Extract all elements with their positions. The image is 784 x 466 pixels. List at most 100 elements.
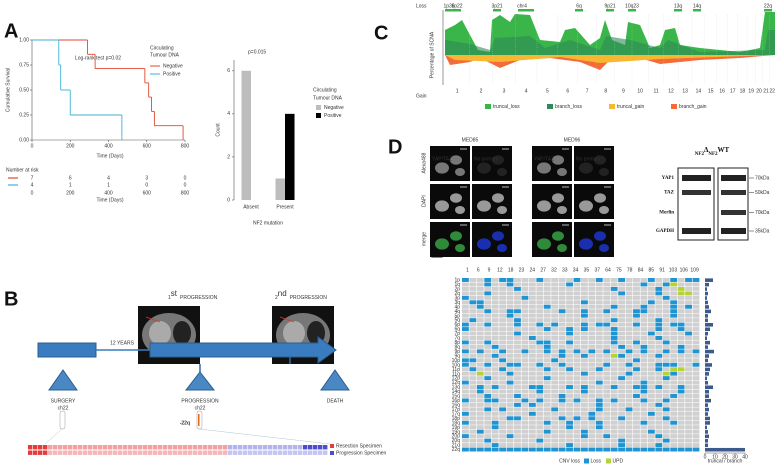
specimen-cell (288, 445, 293, 450)
cnv-cell (581, 429, 588, 434)
cnv-cell (484, 362, 492, 367)
legend-label: truncal_gain (617, 104, 644, 110)
protein-label: YAP1 (662, 176, 675, 181)
empty-cell (595, 286, 603, 291)
specimen-cell (218, 445, 223, 450)
empty-cell (551, 291, 559, 296)
specimen-cell (118, 445, 123, 450)
empty-cell (528, 416, 536, 421)
cnv-cell (618, 291, 626, 296)
empty-cell (677, 376, 685, 381)
cnv-cell (640, 304, 648, 309)
empty-cell (484, 327, 492, 332)
x-tick-label: 600 (143, 190, 152, 196)
empty-cell (670, 438, 678, 443)
cnv-cell (662, 349, 670, 354)
empty-cell (595, 327, 603, 332)
cnv-cell (610, 353, 618, 358)
specimen-cell (223, 445, 228, 450)
empty-cell (573, 411, 581, 416)
empty-cell (692, 304, 700, 309)
empty-cell (685, 438, 692, 443)
empty-cell (484, 425, 492, 430)
cnv-cell (499, 447, 507, 452)
empty-cell (618, 362, 626, 367)
cnv-cell (662, 407, 670, 412)
empty-cell (491, 358, 499, 363)
empty-cell (491, 362, 499, 367)
empty-cell (618, 327, 626, 332)
empty-cell (462, 344, 469, 349)
empty-cell (670, 331, 678, 336)
specimen-cell (253, 445, 258, 450)
cnv-cell (633, 385, 640, 390)
tube-band (198, 414, 200, 426)
empty-cell (685, 434, 692, 439)
cnv-cell (610, 340, 618, 345)
empty-cell (551, 443, 559, 448)
cnv-cell (462, 295, 469, 300)
empty-cell (625, 322, 633, 327)
cnv-cell (476, 389, 484, 394)
empty-cell (506, 420, 514, 425)
empty-cell (506, 340, 514, 345)
specimen-cell (298, 450, 303, 455)
specimen-cell (258, 445, 263, 450)
specimen-cell (268, 450, 273, 455)
specimen-cell (28, 445, 33, 450)
specimen-cell (73, 445, 78, 450)
empty-cell (685, 353, 692, 358)
specimen-cell (153, 445, 158, 450)
timeline-segment (37, 342, 97, 358)
empty-cell (558, 336, 566, 340)
empty-cell (618, 398, 626, 403)
empty-cell (476, 286, 484, 291)
empty-cell (633, 300, 640, 305)
empty-cell (670, 376, 678, 381)
cnv-cell (462, 380, 469, 385)
cnv-cell (685, 278, 692, 282)
empty-cell (551, 331, 559, 336)
legend-label: UPD (613, 458, 624, 464)
empty-cell (625, 336, 633, 340)
empty-cell (588, 318, 596, 323)
empty-cell (625, 443, 633, 448)
empty-cell (618, 322, 626, 327)
empty-cell (551, 309, 559, 314)
y-tick-label: 0.75 (19, 62, 29, 68)
cnv-cell (581, 353, 588, 358)
empty-cell (655, 438, 663, 443)
empty-cell (528, 425, 536, 430)
interval-label: 12 YEARS (110, 340, 134, 346)
cnv-cell (469, 318, 477, 323)
legend-label: Negative (163, 63, 183, 69)
risk-count: 0 (184, 175, 187, 181)
truncal-bar (705, 447, 745, 452)
cnv-cell (685, 447, 692, 452)
empty-cell (551, 371, 559, 376)
empty-cell (573, 344, 581, 349)
timeline-arrow (149, 336, 337, 364)
empty-cell (506, 411, 514, 416)
empty-cell (603, 367, 611, 372)
nucleus (450, 155, 462, 165)
empty-cell (558, 304, 566, 309)
row-label: 4q (454, 309, 460, 315)
row-label: 10q (452, 362, 461, 368)
cnv-cell (551, 358, 559, 363)
empty-cell (573, 402, 581, 407)
empty-cell (484, 318, 492, 323)
empty-cell (633, 425, 640, 430)
empty-cell (506, 398, 514, 403)
empty-cell (625, 380, 633, 385)
specimen-cell (323, 450, 328, 455)
empty-cell (469, 362, 477, 367)
empty-cell (640, 322, 648, 327)
empty-cell (573, 380, 581, 385)
empty-cell (476, 291, 484, 296)
cnv-cell (670, 309, 678, 314)
empty-cell (566, 353, 573, 358)
empty-cell (499, 322, 507, 327)
empty-cell (499, 371, 507, 376)
chromosome-label: 8 (604, 88, 607, 94)
